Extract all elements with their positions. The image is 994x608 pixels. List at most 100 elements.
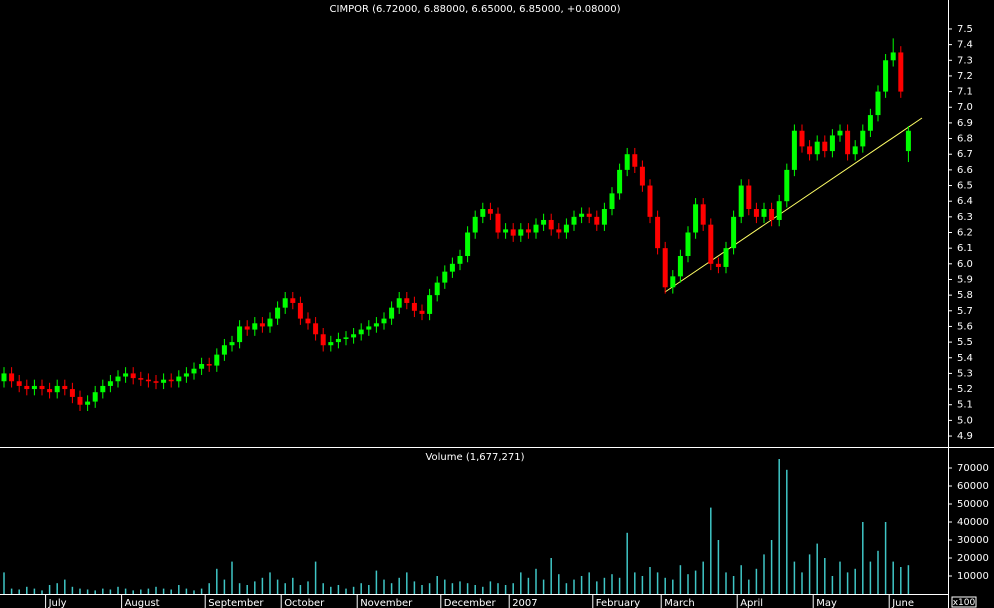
volume-bar (634, 572, 636, 594)
candle-body (47, 389, 53, 393)
y-tick-label: 5.5 (957, 337, 973, 348)
x-tick-label: March (664, 598, 694, 608)
candle-body (563, 224, 569, 233)
volume-bar (330, 586, 332, 594)
x-tick-label: October (284, 598, 325, 608)
volume-bar (816, 543, 818, 594)
volume-bar (808, 554, 811, 594)
volume-bar (550, 557, 552, 594)
candle-body (898, 52, 904, 92)
x-tick-label: December (444, 598, 497, 608)
volume-bar (801, 572, 803, 594)
volume-bar (884, 521, 887, 594)
candle-body (700, 204, 706, 225)
volume-bar (489, 581, 492, 594)
candle-body (495, 213, 501, 233)
candle-body (761, 209, 767, 217)
volume-bar (322, 583, 324, 594)
candle-body (601, 209, 607, 225)
y-tick-label: 5.8 (957, 290, 973, 301)
candle-body (259, 323, 265, 327)
volume-bar (596, 581, 598, 594)
volume-bar (748, 579, 750, 594)
volume-bar (869, 561, 872, 594)
candle-body (693, 204, 699, 233)
candle-body (769, 209, 775, 220)
candle-body (335, 338, 341, 343)
candle-body (100, 385, 106, 393)
volume-bar (254, 581, 256, 594)
candle-body (480, 209, 486, 217)
volume-bar (185, 588, 188, 594)
candle-body (282, 298, 288, 308)
candle-body (206, 364, 212, 366)
candle-body (85, 401, 91, 405)
candle-body (351, 334, 357, 338)
candle-body (867, 115, 873, 131)
volume-bar (375, 570, 378, 594)
chart-title: CIMPOR (6.72000, 6.88000, 6.65000, 6.850… (330, 4, 621, 15)
candle-body (533, 224, 539, 233)
volume-bar (48, 585, 51, 594)
volume-bar (94, 590, 96, 594)
candle-body (366, 326, 372, 330)
volume-bar (337, 585, 340, 594)
volume-bar (117, 586, 119, 594)
candle-body (54, 385, 60, 393)
volume-bar (793, 561, 796, 594)
y-tick-label: 7.2 (957, 71, 973, 82)
volume-bar (831, 576, 834, 594)
y-tick-label: 30000 (957, 535, 989, 546)
candle-body (214, 354, 220, 366)
candle-body (145, 379, 151, 382)
y-tick-label: 10000 (957, 571, 989, 582)
volume-bar (603, 577, 606, 594)
volume-bar (854, 568, 856, 594)
candle-body (708, 224, 714, 264)
volume-bar (147, 588, 150, 594)
candle-body (784, 169, 790, 202)
volume-bar (428, 583, 431, 594)
y-tick-label: 7.1 (957, 87, 973, 98)
candle-body (275, 307, 281, 319)
volume-bar (86, 589, 89, 594)
volume-bar (907, 565, 910, 594)
candle-body (153, 381, 159, 383)
volume-bar (786, 469, 788, 594)
y-tick-label: 6.1 (957, 243, 973, 254)
volume-bar (664, 577, 666, 594)
candle-body (396, 298, 402, 308)
volume-bar (580, 576, 583, 594)
y-tick-label: 6.3 (957, 212, 973, 223)
candle-body (776, 201, 782, 220)
y-tick-label: 5.1 (957, 400, 973, 411)
y-tick-label: 6.8 (957, 134, 973, 145)
volume-bar (238, 583, 241, 594)
volume-bar (10, 588, 13, 594)
volume-bar (398, 577, 400, 594)
candle-body (130, 373, 136, 379)
y-tick-label: 7.0 (957, 102, 973, 113)
volume-bar (466, 583, 469, 594)
volume-bar (170, 589, 172, 594)
volume-bar (3, 572, 5, 594)
volume-bar (269, 572, 271, 594)
candle-body (267, 318, 273, 327)
volume-bar (140, 589, 142, 594)
volume-bar (702, 561, 704, 594)
candle-body (860, 130, 866, 147)
candle-body (343, 337, 349, 339)
y-tick-label: 70000 (957, 463, 989, 474)
candle-body (510, 229, 516, 236)
y-tick-label: 5.2 (957, 384, 973, 395)
volume-bar (527, 577, 530, 594)
volume-bar (200, 588, 203, 594)
candle-body (16, 381, 22, 386)
y-tick-label: 5.6 (957, 321, 973, 332)
volume-bar (862, 521, 864, 594)
y-tick-label: 7.5 (957, 24, 973, 35)
candle-body (571, 216, 577, 225)
volume-bar (542, 579, 545, 594)
candle-body (807, 146, 813, 155)
